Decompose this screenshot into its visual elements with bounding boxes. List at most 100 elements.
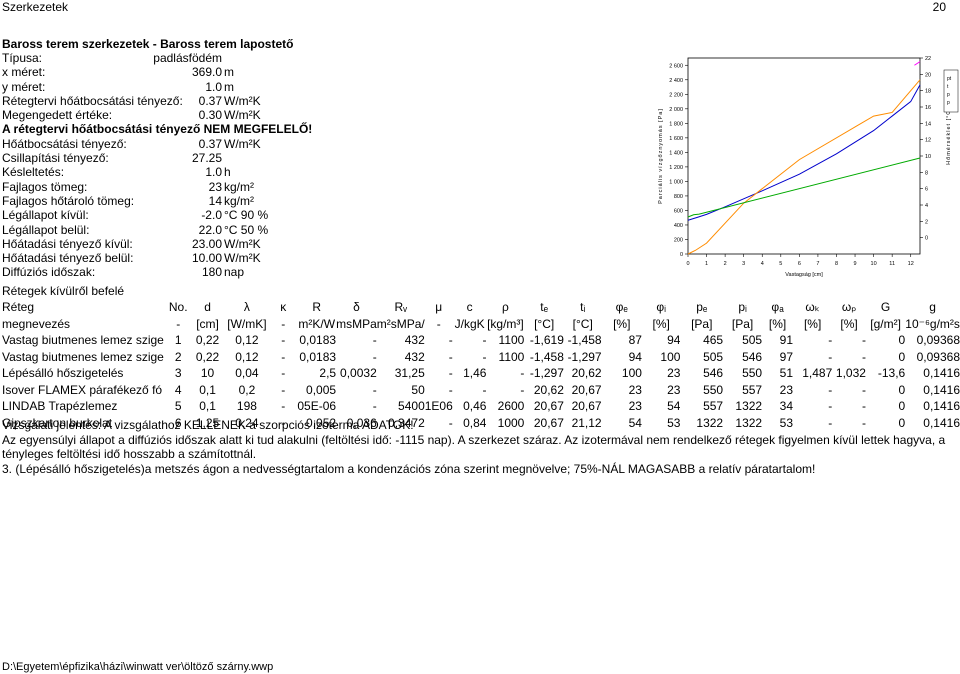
note-line: Az egyensúlyi állapot a diffúziós idősza… [2, 432, 946, 447]
table-cell: 1E06 [424, 399, 453, 413]
property-value: 27.25 [191, 151, 222, 166]
table-cell: 05E-06 [297, 399, 337, 413]
table-cell: 0,04 [235, 366, 259, 380]
table-cell: - [861, 399, 866, 413]
table-cell: 0,0032 [340, 366, 377, 380]
table-cell: -1,458 [529, 349, 564, 364]
table-cell: 198 [236, 399, 257, 413]
table-cell: - [861, 415, 866, 430]
y-tick-label: 1 600 [669, 136, 683, 142]
property-value: 1.0 [205, 165, 222, 180]
table-cell: 0 [898, 399, 906, 413]
table-cell: Réteg [2, 300, 35, 314]
table-cell: 465 [703, 333, 724, 347]
table-cell: 432 [404, 333, 425, 347]
table-cell: msMPa [336, 316, 377, 331]
table-cell: 6 [174, 415, 182, 430]
property-unit: W/m²K [224, 93, 261, 108]
table-cell: 0 [898, 382, 906, 397]
table-cell: 546 [703, 366, 724, 380]
table-cell: - [281, 399, 286, 413]
series-line [914, 61, 921, 66]
y2-tick-label: 14 [925, 121, 931, 127]
property-unit: W/m²K [224, 236, 261, 251]
table-cell: 0,3472 [388, 415, 425, 430]
table-cell: - [448, 382, 453, 397]
y-axis-label: Parciális vízgőznyomás [Pa] [658, 108, 664, 204]
table-cell: 0,46 [463, 399, 487, 413]
table-cell: m²K/W [298, 316, 336, 331]
table-cell: 1100 [498, 349, 525, 364]
table-cell: 432 [404, 349, 425, 364]
property-unit: m [224, 79, 234, 94]
property-unit: W/m²K [224, 251, 261, 266]
table-cell: 0 [898, 333, 906, 347]
y2-tick-label: 10 [925, 154, 931, 160]
table-row: Vastag biutmenes lemez szige 2 0,22 0,12-0,… [2, 349, 960, 366]
table-cell: - [482, 349, 487, 364]
property-label: Diffúziós időszak: [2, 265, 96, 280]
table-row: Isover FLAMEX párafékező fó 4 0,1 0,2 - 0,005… [2, 382, 960, 399]
table-cell: 0,0183 [299, 349, 337, 364]
y-tick-label: 2 200 [669, 92, 683, 98]
table-cell: 550 [742, 366, 763, 380]
table-cell: [%] [840, 316, 858, 331]
table-cell: m²sMPa/ [376, 316, 425, 331]
table-cell: 20,62 [571, 366, 602, 380]
table-cell: 1322 [696, 415, 724, 430]
table-cell: 0,1416 [923, 382, 960, 397]
table-cell: 0,0183 [299, 333, 337, 347]
table-cell: -1,297 [567, 349, 602, 364]
y-tick-label: 600 [674, 208, 683, 214]
table-cell: 94 [667, 333, 681, 347]
table-cell: 87 [628, 333, 642, 347]
table-cell: - [281, 316, 286, 331]
x-tick-label: 8 [835, 261, 838, 267]
property-value: 23.00 [191, 236, 222, 251]
table-cell: [g/m²] [870, 316, 901, 331]
property-label: Csillapítási tényező: [2, 151, 109, 166]
table-cell: G [880, 300, 891, 314]
property-value: 180 [201, 265, 222, 280]
table-cell: No. [168, 300, 188, 314]
table-cell: ρ [502, 300, 509, 314]
table-cell: 23 [667, 366, 681, 380]
table-cell: 20,62 [533, 382, 564, 397]
property-row: Légállapot belül: 22.0 °C 50 % [2, 223, 332, 237]
table-cell: - [861, 349, 866, 364]
table-cell: [%] [803, 316, 822, 331]
page-number: 20 [932, 0, 946, 14]
table-cell: 1,487 [802, 366, 833, 380]
table-row: LINDAB Trapézlemez 5 0,1 198-05E-06-5400 1E0… [2, 398, 960, 415]
y-tick-label: 0 [680, 252, 683, 258]
table-cell: 31,25 [394, 366, 425, 380]
table-cell: 1,032 [835, 366, 866, 380]
series-line [687, 157, 921, 218]
table-cell: 20,67 [533, 399, 564, 413]
property-unit: kg/m² [224, 179, 254, 194]
table-cell: - [828, 415, 833, 430]
table-cell: - [281, 382, 286, 397]
table-cell: 50 [411, 382, 425, 397]
property-unit: W/m²K [224, 136, 261, 151]
property-value: 369.0 [191, 65, 222, 80]
table-cell: tₑ [540, 300, 549, 314]
property-row: Fajlagos tömeg: 23 kg/m² [2, 180, 332, 194]
table-cell: 5 [174, 399, 182, 413]
property-label: A rétegtervi hőátbocsátási tényező NEM M… [2, 122, 313, 137]
property-value: 0.37 [198, 136, 222, 151]
table-cell: Vastag biutmenes lemez szige [2, 333, 164, 347]
table-row: Vastag biutmenes lemez szige 1 0,22 0,12-0,… [2, 332, 960, 349]
x-tick-label: 10 [871, 261, 877, 267]
table-cell: - [482, 382, 487, 397]
table-cell: 0,09368 [916, 333, 960, 347]
table-cell: 1322 [735, 415, 763, 430]
x-tick-label: 0 [686, 261, 689, 267]
table-cell: R [312, 300, 322, 314]
property-row: A rétegtervi hőátbocsátási tényező NEM M… [2, 122, 332, 136]
x-tick-label: 4 [761, 261, 764, 267]
table-cell: Rᵥ [394, 300, 408, 314]
table-cell: - [372, 349, 377, 364]
table-cell: - [176, 316, 181, 331]
table-cell: - [372, 382, 377, 397]
